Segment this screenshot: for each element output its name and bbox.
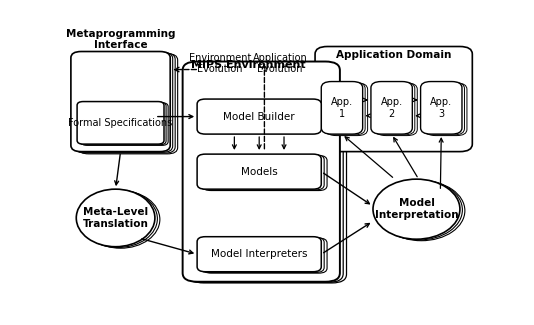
Text: Model
Interpretation: Model Interpretation: [375, 198, 458, 220]
Text: App.
3: App. 3: [430, 97, 452, 119]
Ellipse shape: [78, 190, 158, 247]
FancyBboxPatch shape: [197, 154, 321, 189]
Text: Formal Specifications: Formal Specifications: [68, 118, 172, 128]
FancyBboxPatch shape: [321, 82, 363, 134]
FancyBboxPatch shape: [71, 51, 170, 151]
Ellipse shape: [373, 179, 460, 239]
FancyBboxPatch shape: [76, 53, 175, 153]
Text: Meta-Level
Translation: Meta-Level Translation: [83, 207, 148, 229]
Ellipse shape: [81, 191, 160, 248]
FancyBboxPatch shape: [186, 62, 343, 282]
Text: Application
Evolution: Application Evolution: [253, 53, 307, 74]
FancyBboxPatch shape: [197, 237, 321, 272]
Text: App.
2: App. 2: [381, 97, 403, 119]
FancyBboxPatch shape: [197, 99, 321, 134]
FancyBboxPatch shape: [421, 82, 462, 134]
Text: Models: Models: [241, 167, 278, 176]
FancyBboxPatch shape: [315, 46, 473, 151]
Text: Application Domain: Application Domain: [336, 50, 451, 60]
FancyBboxPatch shape: [79, 102, 166, 145]
Text: Model Builder: Model Builder: [223, 111, 295, 122]
FancyBboxPatch shape: [200, 237, 324, 272]
Text: Environment
Evolution: Environment Evolution: [189, 53, 251, 74]
Text: Model Interpreters: Model Interpreters: [211, 249, 308, 259]
FancyBboxPatch shape: [371, 82, 412, 134]
FancyBboxPatch shape: [203, 238, 327, 273]
FancyBboxPatch shape: [203, 156, 327, 190]
FancyBboxPatch shape: [423, 82, 465, 135]
FancyBboxPatch shape: [326, 83, 367, 136]
FancyBboxPatch shape: [189, 63, 347, 283]
FancyBboxPatch shape: [376, 83, 417, 136]
Text: MIPS Environment: MIPS Environment: [191, 60, 305, 70]
Ellipse shape: [76, 189, 155, 247]
FancyBboxPatch shape: [200, 155, 324, 190]
FancyBboxPatch shape: [426, 83, 467, 136]
FancyBboxPatch shape: [373, 82, 415, 135]
FancyBboxPatch shape: [324, 82, 365, 135]
FancyBboxPatch shape: [78, 54, 178, 154]
Ellipse shape: [378, 181, 465, 241]
Text: App.
1: App. 1: [331, 97, 353, 119]
FancyBboxPatch shape: [81, 103, 168, 145]
Ellipse shape: [375, 180, 462, 240]
FancyBboxPatch shape: [77, 101, 164, 144]
FancyBboxPatch shape: [183, 61, 340, 282]
FancyBboxPatch shape: [73, 52, 172, 152]
Text: Metaprogramming
Interface: Metaprogramming Interface: [66, 29, 175, 50]
